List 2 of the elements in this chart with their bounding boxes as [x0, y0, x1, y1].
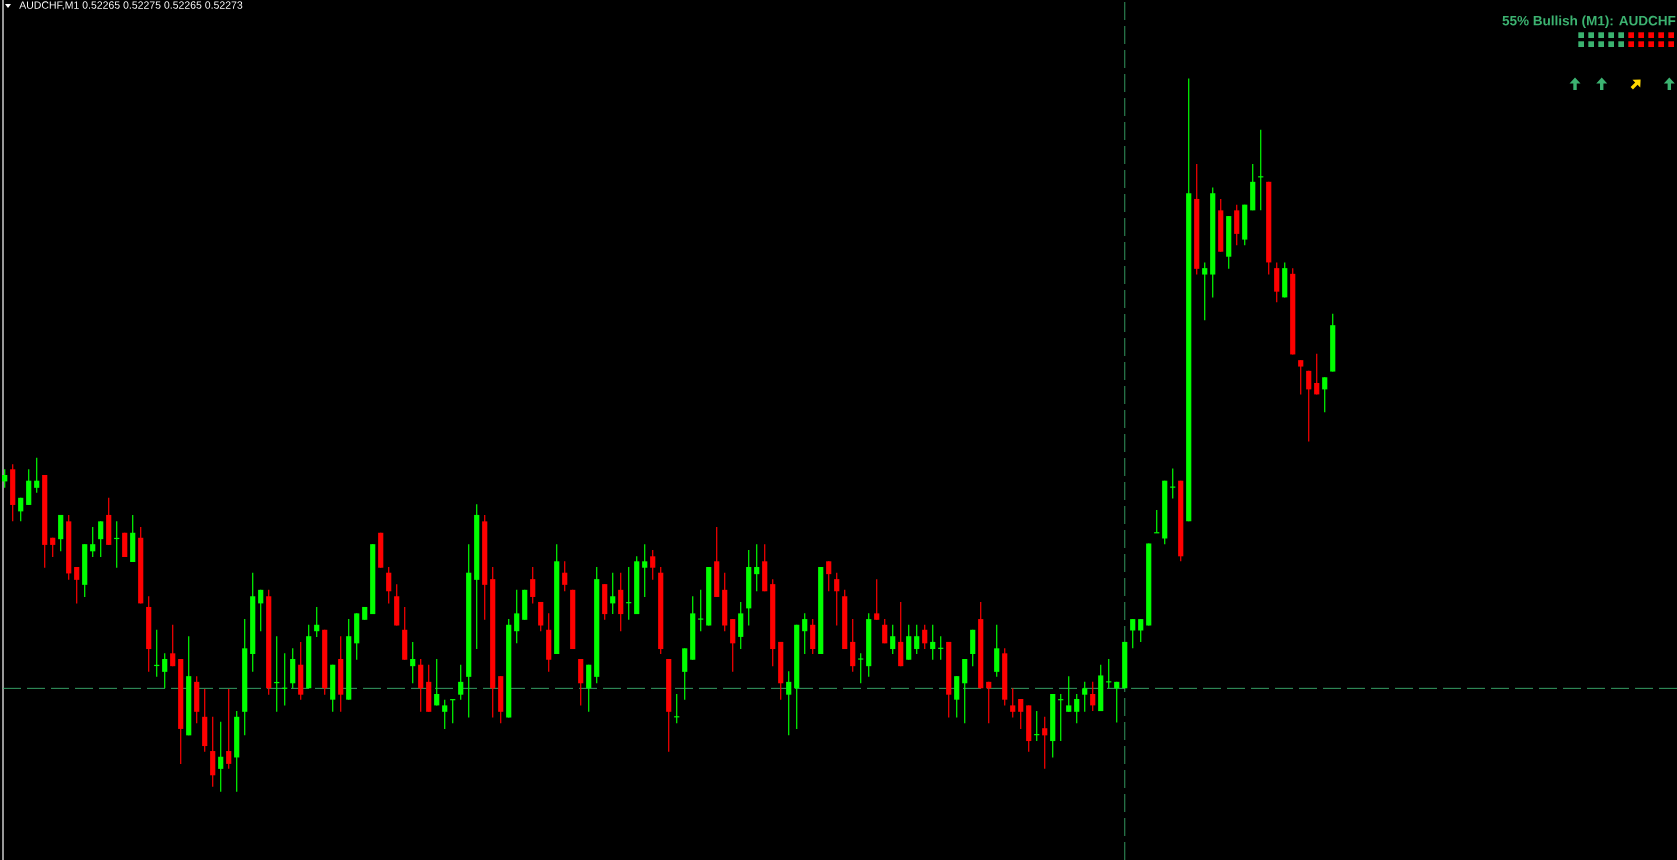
text: 55% Bullish (M1): AUDCHF	[1502, 15, 1676, 29]
chart-title: AUDCHF,M1 0.52265 0.52275 0.52265 0.52273	[19, 1, 243, 11]
